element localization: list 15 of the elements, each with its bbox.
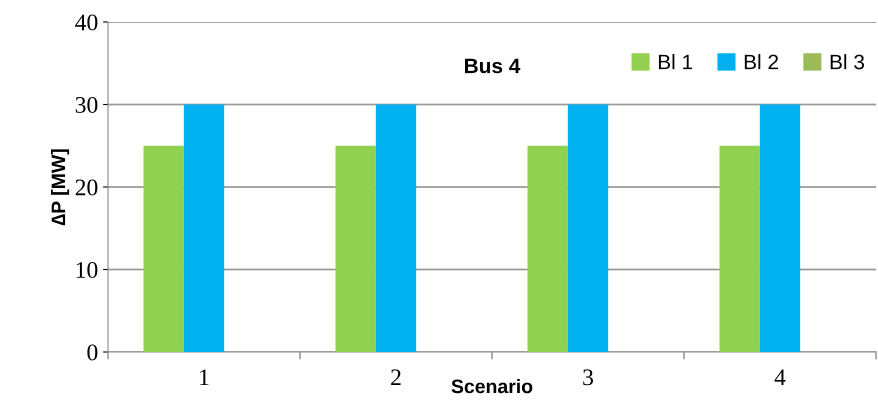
x-axis-title: Scenario [451,378,532,394]
legend-label: Bl 1 [658,54,692,70]
y-tick-label: 20 [76,179,98,196]
legend-label: Bl 2 [744,54,778,70]
x-tick-label: 4 [774,370,786,386]
x-tick-label: 3 [583,369,593,386]
y-tick-label: 10 [76,262,98,278]
x-tick-label: 2 [391,369,401,386]
text: Bus 4 [465,58,520,74]
y-axis-title: ∆P [MW] [50,149,70,226]
legend-label: Bl 3 [830,54,864,70]
x-tick-label: 1 [200,369,208,386]
y-tick-label: 0 [87,344,98,360]
y-tick-label: 40 [75,14,98,30]
y-tick-label: 30 [76,96,98,113]
